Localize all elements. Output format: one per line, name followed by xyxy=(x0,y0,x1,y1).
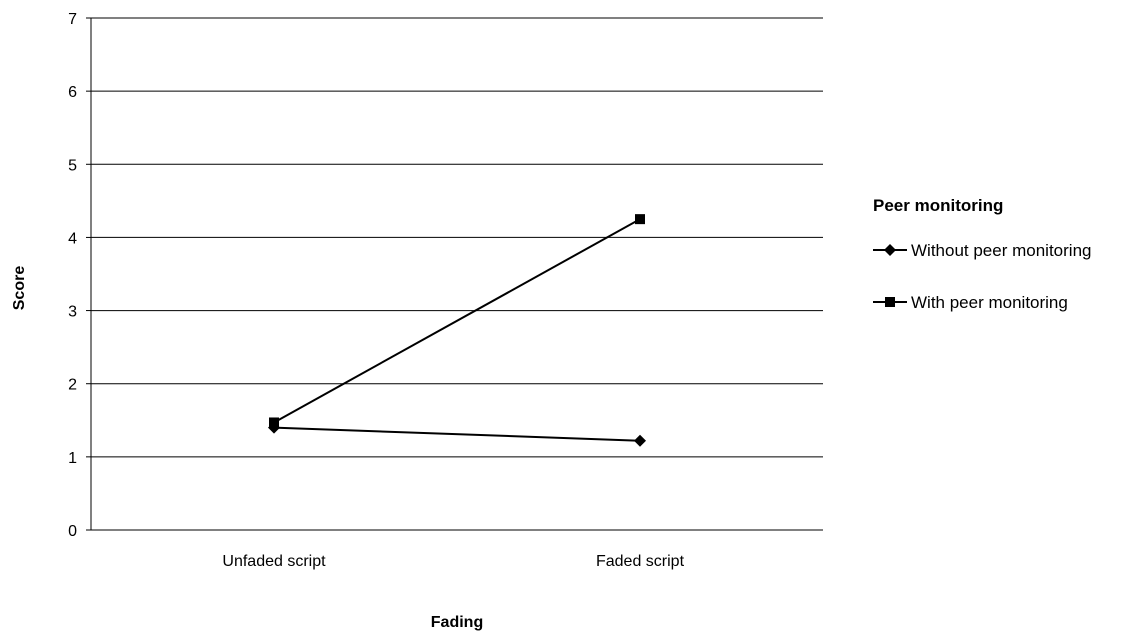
legend-marker xyxy=(884,244,896,256)
legend-items: Without peer monitoring With peer monitor… xyxy=(873,241,1091,312)
y-tick-label: 6 xyxy=(68,84,77,101)
y-tick-label: 7 xyxy=(68,11,77,28)
series-group xyxy=(268,214,646,447)
legend-title: Peer monitoring xyxy=(873,196,1003,215)
series-without-peer-monitoring xyxy=(268,421,646,447)
legend-label: With peer monitoring xyxy=(911,293,1068,312)
legend-item: Without peer monitoring xyxy=(873,241,1091,260)
y-tick-label: 1 xyxy=(68,450,77,467)
y-tick-label: 5 xyxy=(68,157,77,174)
y-tick-label: 2 xyxy=(68,377,77,394)
x-axis-title: Fading xyxy=(431,614,483,631)
x-tick-label: Faded script xyxy=(596,553,685,570)
data-point xyxy=(269,417,279,428)
y-tick-label: 3 xyxy=(68,304,77,321)
series-with-peer-monitoring xyxy=(269,214,645,428)
y-axis-title: Score xyxy=(11,266,28,311)
gridlines xyxy=(91,17,823,531)
y-tick-label: 4 xyxy=(68,230,77,247)
data-point xyxy=(635,214,645,225)
series-line xyxy=(273,218,641,424)
legend-item: With peer monitoring xyxy=(873,293,1068,312)
x-tick-label: Unfaded script xyxy=(222,553,326,570)
y-tick-label: 0 xyxy=(68,523,77,540)
x-axis-ticks: Unfaded script Faded script xyxy=(222,553,684,570)
series-line xyxy=(273,426,641,442)
data-point xyxy=(634,434,646,447)
y-axis-ticks: 0 1 2 3 4 5 6 7 xyxy=(68,11,91,540)
legend-label: Without peer monitoring xyxy=(911,241,1091,260)
legend: Peer monitoring Without peer monitoringW… xyxy=(873,196,1091,312)
legend-marker xyxy=(885,297,895,307)
